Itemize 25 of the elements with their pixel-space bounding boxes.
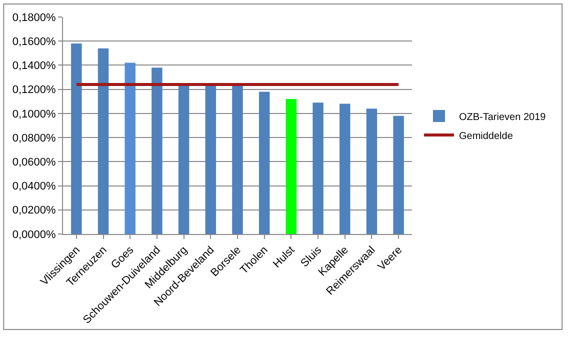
y-tick-label: 0,0200% [12, 204, 56, 217]
y-tick-label: 0,1200% [12, 84, 56, 96]
y-tick-label: 0,1600% [12, 36, 56, 48]
y-tick-label: 0,0600% [12, 156, 56, 169]
y-tick-label: 0,1000% [12, 108, 56, 120]
bar [393, 116, 404, 234]
bar [152, 68, 162, 234]
bar [366, 108, 378, 234]
bar [340, 104, 350, 234]
y-tick-label: 0,1400% [12, 60, 56, 72]
bar [286, 98, 297, 234]
bar [258, 92, 270, 234]
bar [232, 84, 243, 234]
bar [205, 84, 216, 234]
legend-label: OZB-Tarieven 2019 [458, 112, 546, 123]
legend-label: Gemiddelde [458, 130, 514, 142]
y-tick-label: 0,0800% [12, 132, 56, 144]
bar [124, 62, 136, 234]
bar [178, 84, 190, 234]
y-tick-label: 0,1800% [12, 12, 56, 24]
y-tick-label: 0,0400% [12, 180, 56, 193]
y-tick-label: 0,0000% [12, 228, 56, 241]
bar [98, 48, 109, 234]
bar [71, 44, 82, 234]
bar [312, 102, 324, 234]
